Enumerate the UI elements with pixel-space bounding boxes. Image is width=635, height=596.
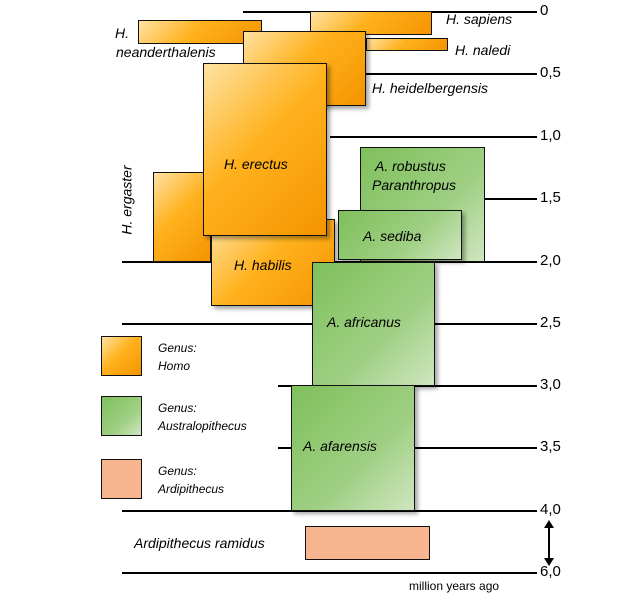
ardipithecus-ramidus-box <box>305 526 430 560</box>
legend-homo-line1: Genus: <box>158 341 197 355</box>
legend-ardipithecus-line1: Genus: <box>158 464 197 478</box>
label-paranthropus: Paranthropus <box>372 177 457 193</box>
label-a-robustus: A. robustus <box>375 158 446 174</box>
label-ardipithecus-ramidus: Ardipithecus ramidus <box>134 535 265 551</box>
tick-label-2-0: 2,0 <box>540 252 561 269</box>
tick-label-1-0: 1,0 <box>540 127 561 144</box>
timeline-line-6-0 <box>122 572 537 574</box>
label-h-heidelbergensis: H. heidelbergensis <box>372 80 488 96</box>
tick-label-3-0: 3,0 <box>540 376 561 393</box>
label-a-africanus: A. africanus <box>327 314 401 330</box>
h-naledi-box <box>366 38 448 51</box>
label-a-afarensis: A. afarensis <box>303 438 377 454</box>
legend-australopithecus-line2: Australopithecus <box>158 419 247 433</box>
legend-homo-line2: Homo <box>158 359 191 373</box>
legend-swatch-homo <box>101 336 142 376</box>
tick-label-0-5: 0,5 <box>540 64 561 81</box>
tick-label-3-5: 3,5 <box>540 438 561 455</box>
legend-swatch-australopithecus <box>101 396 142 436</box>
timeline-line-0-5 <box>330 73 537 75</box>
label-h-ergaster: H. ergaster <box>118 165 135 235</box>
timeline-line-4-0 <box>122 510 537 512</box>
tick-label-1-5: 1,5 <box>540 189 561 206</box>
double-arrow-icon <box>544 520 554 566</box>
tick-label-2-5: 2,5 <box>540 314 561 331</box>
timeline-line-1-5 <box>480 198 537 200</box>
label-h-habilis: H. habilis <box>234 257 292 273</box>
label-h-neanderthalensis-1: H. <box>115 25 129 41</box>
legend-australopithecus-line1: Genus: <box>158 401 197 415</box>
a-afarensis-box <box>291 385 415 511</box>
h-erectus-box <box>203 63 327 236</box>
legend-swatch-ardipithecus <box>101 459 142 499</box>
legend-ardipithecus-label: Genus: Ardipithecus <box>158 462 224 498</box>
tick-label-0: 0 <box>540 2 549 19</box>
unit-label: million years ago <box>409 579 500 593</box>
h-neanderthalensis-box <box>138 20 262 44</box>
tick-label-6-0: 6,0 <box>540 563 561 580</box>
label-h-naledi: H. naledi <box>455 42 511 58</box>
label-h-neanderthalensis-2: neanderthalenis <box>116 44 216 60</box>
a-africanus-box <box>312 262 435 386</box>
label-h-sapiens: H. sapiens <box>446 11 513 27</box>
a-sediba-box <box>338 210 462 260</box>
legend-homo-label: Genus: Homo <box>158 339 197 375</box>
label-a-sediba: A. sediba <box>363 228 422 244</box>
legend-ardipithecus-line2: Ardipithecus <box>158 482 225 496</box>
timeline-line-1-0 <box>330 136 537 138</box>
label-h-erectus: H. erectus <box>224 156 288 172</box>
tick-label-4-0: 4,0 <box>540 501 561 518</box>
legend-australopithecus-label: Genus: Australopithecus <box>158 399 247 435</box>
